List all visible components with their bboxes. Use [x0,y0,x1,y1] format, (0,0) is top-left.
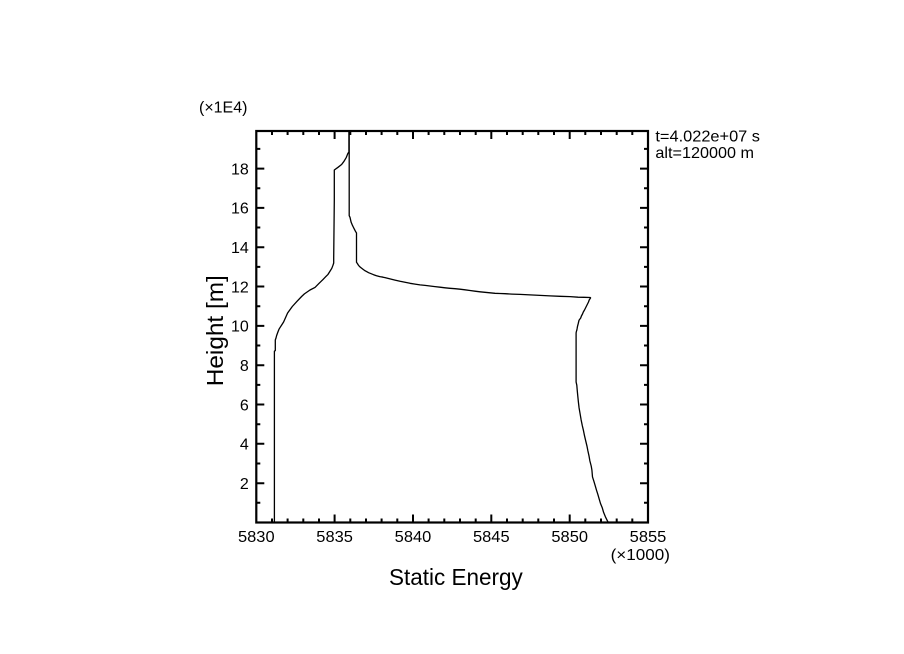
svg-text:16: 16 [231,201,249,218]
svg-text:(×1E4): (×1E4) [199,100,247,117]
svg-text:5855: 5855 [630,529,667,546]
svg-text:10: 10 [231,319,249,336]
svg-text:6: 6 [240,397,249,414]
svg-text:5840: 5840 [395,529,432,546]
svg-text:(×1000): (×1000) [611,547,670,564]
svg-text:alt=120000 m: alt=120000 m [655,145,754,162]
svg-text:14: 14 [231,240,249,257]
svg-text:Height [m]: Height [m] [202,275,228,386]
svg-text:8: 8 [240,358,249,375]
svg-text:18: 18 [231,161,249,178]
svg-text:t=4.022e+07 s: t=4.022e+07 s [655,129,760,146]
svg-text:Static Energy: Static Energy [389,564,523,590]
svg-text:4: 4 [240,437,249,454]
svg-text:12: 12 [231,279,249,296]
svg-text:5835: 5835 [316,529,353,546]
svg-text:5845: 5845 [473,529,510,546]
svg-text:2: 2 [240,476,249,493]
svg-text:5850: 5850 [551,529,588,546]
svg-text:5830: 5830 [238,529,275,546]
